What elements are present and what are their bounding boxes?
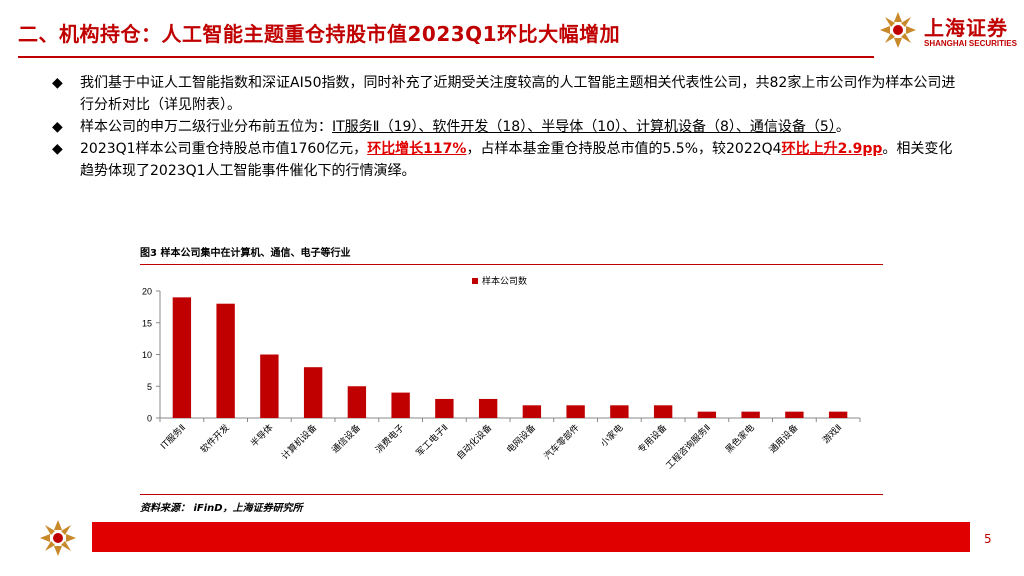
figure-caption: 图3 样本公司集中在计算机、通信、电子等行业 (140, 248, 351, 259)
x-tick-label: 自动化设备 (454, 422, 494, 462)
highlight-text: 环比增长117% (367, 141, 467, 157)
bar (347, 386, 367, 418)
legend-label: 样本公司数 (482, 275, 527, 287)
y-tick-label: 10 (142, 350, 152, 360)
shanghai-securities-logo-icon (880, 12, 916, 48)
x-tick-label: 消费电子 (373, 422, 407, 456)
bullet-list: ◆ 我们基于中证人工智能指数和深证AI50指数，同时补充了近期受关注度较高的人工… (52, 72, 956, 182)
bar (522, 405, 542, 418)
legend-swatch (472, 278, 478, 284)
x-tick-label: 小家电 (598, 422, 626, 450)
bar (216, 303, 235, 418)
x-tick-label: 工程咨询服务Ⅱ (663, 422, 713, 472)
x-tick-label: 游戏Ⅱ (820, 422, 844, 446)
bar (391, 392, 410, 418)
bar (697, 411, 717, 418)
x-tick-label: 专用设备 (635, 422, 669, 456)
page-title: 二、机构持仓：人工智能主题重仓持股市值2023Q1环比大幅增加 (18, 22, 621, 46)
y-tick-label: 5 (147, 382, 152, 392)
bar (172, 297, 192, 418)
bullet-text-underlined: IT服务Ⅱ（19）、软件开发（18）、半导体（10）、计算机设备（8）、通信设备… (332, 119, 836, 135)
bar (260, 354, 279, 418)
bar (785, 411, 804, 418)
x-tick-label: 计算机设备 (279, 422, 319, 462)
figure-bottom-rule (140, 494, 883, 495)
title-divider (18, 56, 874, 58)
bullet-marker: ◆ (52, 75, 63, 91)
logo-text-en: SHANGHAI SECURITIES (924, 39, 1017, 48)
bar (741, 411, 760, 418)
bar (610, 405, 629, 418)
x-tick-label: 通用设备 (767, 422, 801, 456)
bullet-marker: ◆ (52, 141, 63, 157)
bar (478, 398, 498, 418)
y-tick-label: 0 (147, 414, 152, 424)
bar (828, 411, 848, 418)
bar (303, 367, 323, 418)
brand-logo: 上海证券 SHANGHAI SECURITIES (878, 8, 1018, 54)
bullet-item: ◆ 样本公司的申万二级行业分布前五位为：IT服务Ⅱ（19）、软件开发（18）、半… (52, 116, 956, 138)
bullet-text: ，占样本基金重仓持股总市值的5.5%，较2022Q4 (466, 141, 782, 157)
bullet-text: 。 (835, 119, 850, 135)
x-tick-label: 军工电子Ⅱ (413, 422, 450, 459)
page-number: 5 (984, 532, 992, 546)
bar (653, 405, 673, 418)
x-tick-label: 半导体 (248, 422, 276, 450)
logo-text-cn: 上海证券 (924, 16, 1008, 40)
bullet-text: 我们基于中证人工智能指数和深证AI50指数，同时补充了近期受关注度较高的人工智能… (80, 75, 956, 113)
highlight-text: 环比上升2.9pp (781, 141, 883, 157)
x-tick-label: 通信设备 (329, 422, 363, 456)
bullet-item: ◆ 2023Q1样本公司重仓持股总市值1760亿元，环比增长117%，占样本基金… (52, 138, 956, 182)
figure-source: 资料来源： iFinD，上海证券研究所 (140, 503, 303, 514)
bullet-item: ◆ 我们基于中证人工智能指数和深证AI50指数，同时补充了近期受关注度较高的人工… (52, 72, 956, 116)
x-tick-label: 电网设备 (504, 422, 538, 456)
bullet-text: 样本公司的申万二级行业分布前五位为： (80, 119, 332, 135)
bar (566, 405, 585, 418)
x-tick-label: 黑色家电 (723, 422, 757, 456)
x-tick-label: 汽车零部件 (541, 422, 581, 462)
y-tick-label: 20 (142, 287, 152, 297)
footer-logo-icon (40, 520, 76, 556)
bullet-marker: ◆ (52, 119, 63, 135)
x-tick-label: 软件开发 (198, 422, 232, 456)
bar-chart: 0 5 10 15 20 IT服务Ⅱ 软件开发 半导体 计算机设备 通信设备 消费电子 军工电子Ⅱ 自动… (142, 275, 861, 472)
bullet-text: 。相关变化趋势体现了2023Q1人工智能事件催化下的行情演绎。 (80, 141, 953, 179)
bar (435, 398, 454, 418)
y-tick-label: 15 (142, 318, 152, 328)
x-tick-label: IT服务Ⅱ (158, 422, 188, 452)
bullet-text: 2023Q1样本公司重仓持股总市值1760亿元， (80, 141, 368, 157)
figure-top-rule (140, 264, 883, 265)
footer-bar (92, 522, 970, 552)
